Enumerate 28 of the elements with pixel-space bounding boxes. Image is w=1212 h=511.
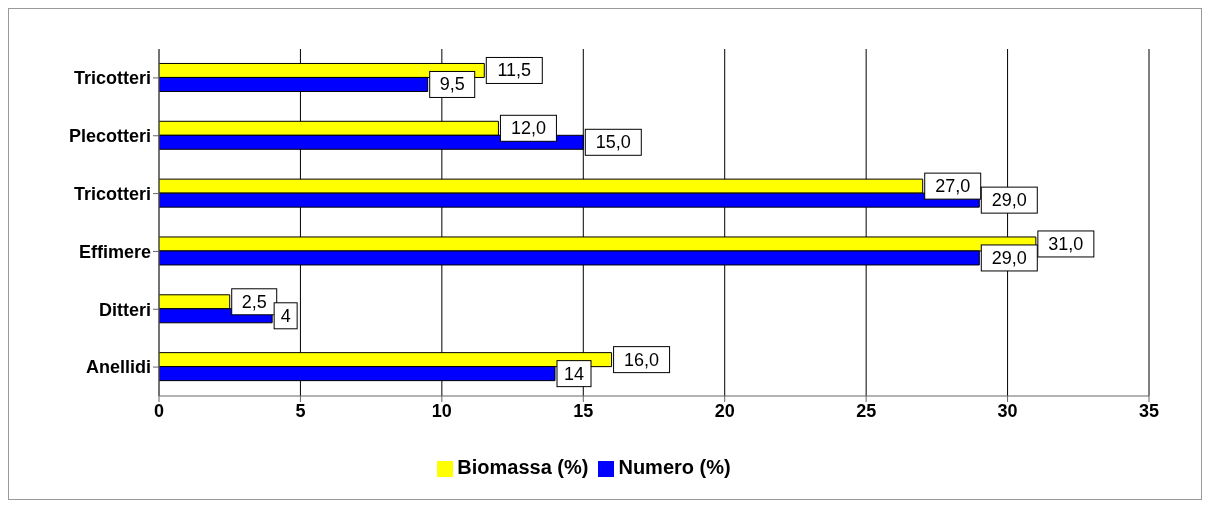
y-tick-label: Tricotteri (73, 183, 151, 204)
x-tick-label: 10 (431, 400, 452, 421)
data-label: 31,0 (1048, 233, 1084, 254)
data-label: 16,0 (624, 349, 660, 370)
data-label: 29,0 (991, 190, 1027, 211)
x-tick-label: 25 (856, 400, 877, 421)
y-tick-label: Effimere (78, 241, 151, 262)
data-label: 2,5 (241, 291, 267, 312)
data-label: 9,5 (439, 74, 465, 95)
legend-label: Numero (%) (618, 456, 731, 478)
y-tick-label: Tricotteri (73, 68, 151, 89)
legend-label: Biomassa (%) (457, 456, 589, 478)
y-tick-label: Plecotteri (68, 126, 151, 147)
data-label: 15,0 (595, 132, 631, 153)
x-tick-label: 0 (153, 400, 165, 421)
data-label: 12,0 (510, 118, 546, 139)
x-tick-label: 5 (295, 400, 306, 421)
data-label: 29,0 (991, 247, 1027, 268)
y-tick-label: Ditteri (98, 299, 151, 320)
y-tick-label: Anellidi (85, 357, 151, 378)
x-tick-label: 30 (997, 400, 1018, 421)
data-label: 14 (563, 363, 585, 384)
data-label: 11,5 (497, 60, 532, 81)
x-tick-label: 15 (573, 400, 594, 421)
data-label: 4 (280, 305, 291, 326)
x-tick-label: 20 (714, 400, 735, 421)
data-label: 27,0 (935, 176, 971, 197)
x-tick-label: 35 (1138, 400, 1160, 421)
